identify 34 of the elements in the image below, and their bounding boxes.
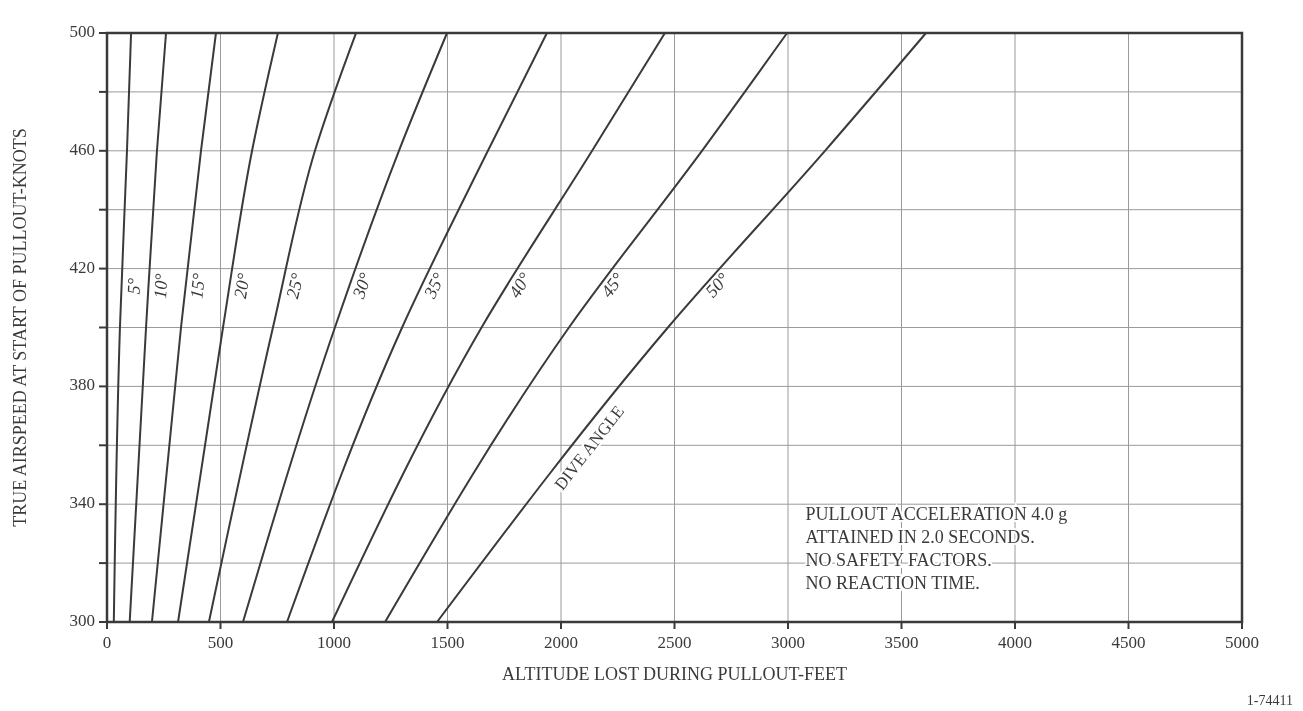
x-tick-label: 4000 [998,633,1032,652]
annotation: NO SAFETY FACTORS. [805,550,992,571]
y-tick-label: 300 [69,610,95,630]
x-axis-title: ALTITUDE LOST DURING PULLOUT-FEET [502,664,847,684]
annotation: ATTAINED IN 2.0 SECONDS. [805,527,1035,548]
annotation: PULLOUT ACCELERATION 4.0 g [805,504,1068,525]
text: 5° [123,277,145,295]
x-tick-label: 1000 [317,633,351,652]
annotation: NO REACTION TIME. [805,573,980,594]
text: 50° [701,268,734,302]
x-tick-label: 0 [102,633,112,652]
text: 35° [419,269,449,303]
text: 30° [348,270,376,302]
y-tick-label: 500 [69,21,95,41]
text: 25° [282,271,308,301]
text: 1-74411 [1246,693,1293,708]
text: 15° [186,272,210,300]
text: 10° [149,272,172,300]
y-tick-label: 340 [69,493,95,513]
y-tick-label: 420 [69,257,95,277]
text: 45° [596,269,629,302]
y-tick-label: 380 [69,375,95,395]
x-tick-label: 1500 [430,633,465,652]
text: 20° [230,271,254,301]
x-tick-label: 500 [207,633,234,652]
x-tick-label: 3500 [884,633,919,652]
x-tick-label: 2500 [657,633,692,652]
y-axis-title: TRUE AIRSPEED AT START OF PULLOUT-KNOTS [10,128,31,527]
x-tick-label: 3000 [771,633,805,652]
y-tick-label: 460 [69,139,95,159]
text: 40° [504,269,535,302]
x-tick-label: 4500 [1111,633,1146,652]
x-tick-label: 2000 [544,633,578,652]
x-tick-label: 5000 [1225,633,1259,652]
